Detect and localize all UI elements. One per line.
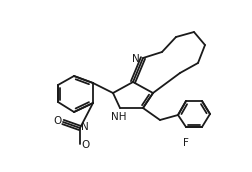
Text: F: F: [183, 138, 189, 148]
Text: N: N: [81, 122, 89, 132]
Text: N: N: [132, 54, 140, 64]
Text: NH: NH: [111, 112, 127, 122]
Text: O: O: [81, 140, 89, 150]
Text: O: O: [53, 116, 61, 126]
